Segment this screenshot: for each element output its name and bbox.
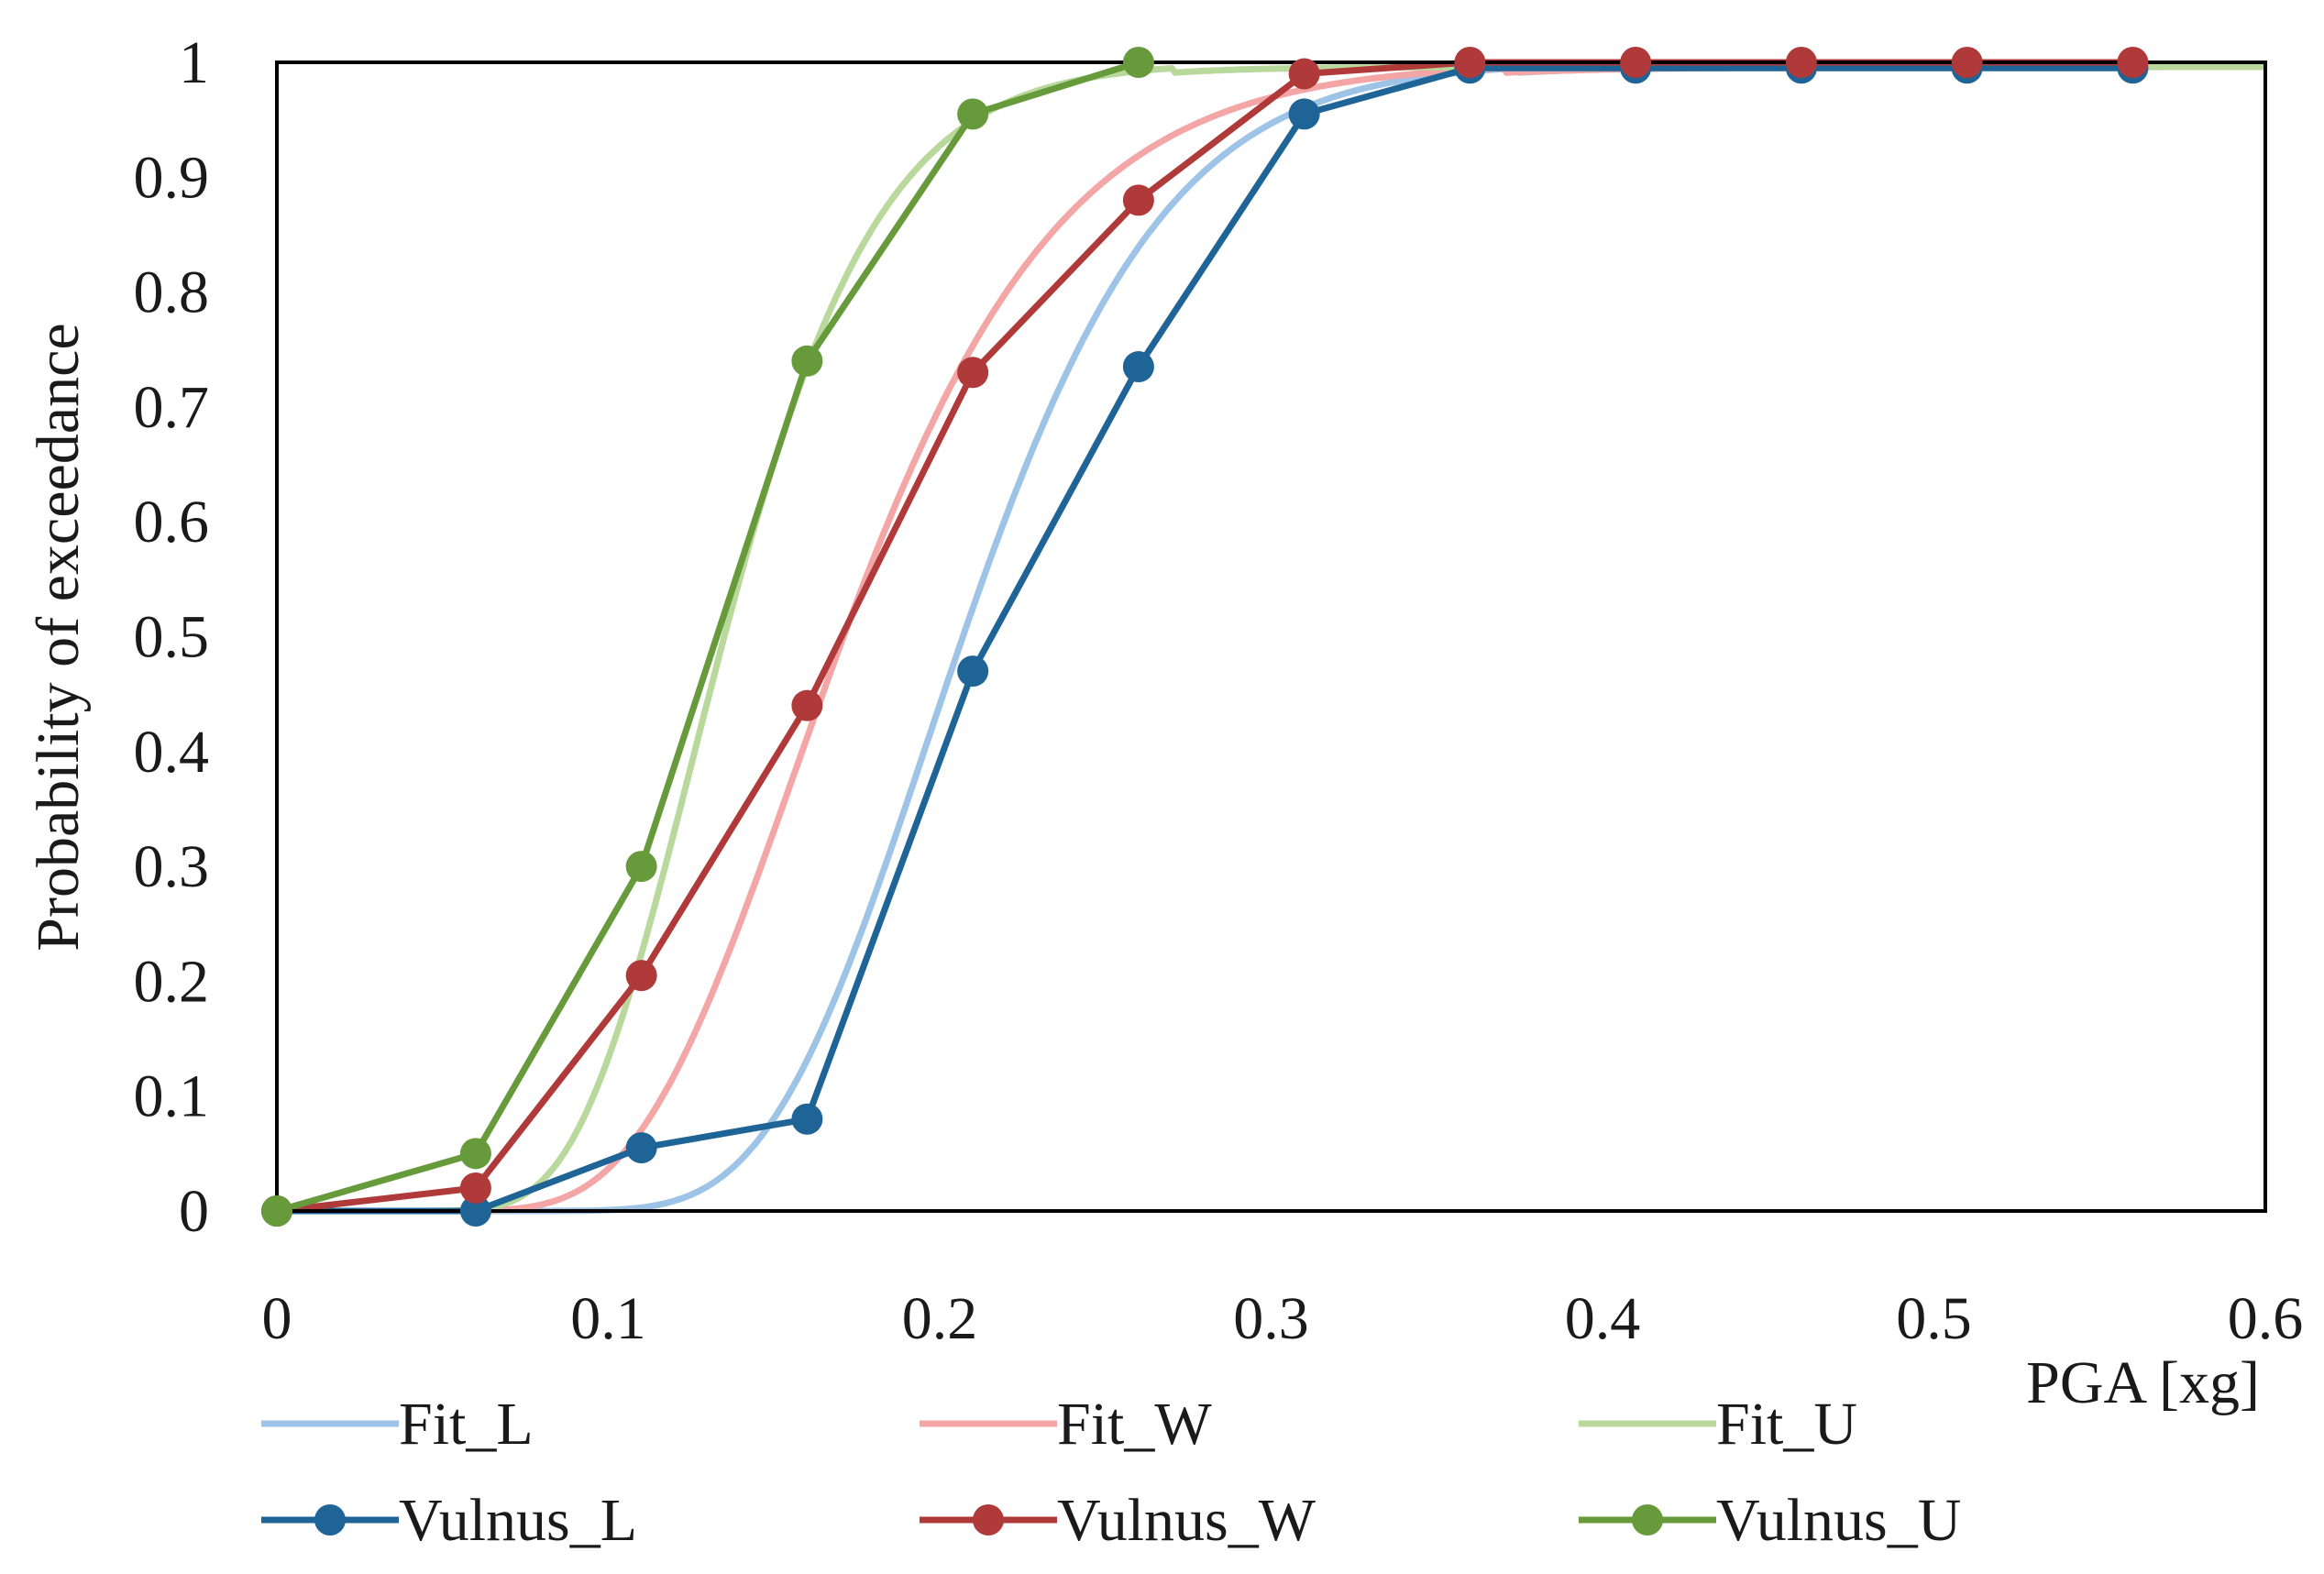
legend-label: Fit_U: [1716, 1391, 1857, 1458]
data-point-vulnus-u: [791, 345, 823, 377]
data-point-vulnus-w: [1454, 47, 1486, 78]
series-line-vulnus-u: [276, 59, 1140, 1215]
data-point-vulnus-w: [791, 689, 823, 721]
fit-line-fit-l: [277, 63, 2265, 1215]
x-tick-label: 0.1: [570, 1285, 646, 1352]
data-point-vulnus-l: [791, 1103, 823, 1135]
x-axis-label: PGA [xg]: [2026, 1349, 2260, 1416]
legend-item-fit-w: Fit_W: [920, 1391, 1212, 1458]
y-tick-label: 0.1: [134, 1063, 210, 1130]
data-point-vulnus-l: [957, 655, 989, 688]
y-tick-label: 0.7: [134, 374, 210, 441]
legend-label: Vulnus_U: [1716, 1487, 1961, 1554]
x-tick-label: 0.2: [902, 1285, 978, 1352]
data-point-vulnus-w: [459, 1172, 491, 1204]
data-point-vulnus-w: [625, 960, 657, 992]
vulnus-markers: [261, 47, 2149, 1227]
data-point-vulnus-u: [957, 98, 989, 130]
legend-item-vulnus-l: Vulnus_L: [261, 1487, 637, 1554]
legend-label: Fit_W: [1057, 1391, 1212, 1458]
x-axis-ticks: 0 0.1 0.2 0.3 0.4 0.5 0.6: [262, 1285, 2304, 1352]
legend-item-vulnus-u: Vulnus_U: [1579, 1487, 1961, 1554]
y-tick-label: 0.8: [134, 259, 210, 326]
y-axis-label: Probability of exceedance: [25, 323, 92, 951]
data-point-vulnus-l: [625, 1132, 657, 1164]
data-point-vulnus-w: [957, 357, 989, 389]
x-tick-label: 0.6: [2228, 1285, 2304, 1352]
data-point-vulnus-l: [1288, 98, 1320, 130]
legend-marker: [1632, 1504, 1663, 1535]
y-tick-label: 0.3: [134, 833, 210, 900]
legend-label: Vulnus_L: [399, 1487, 637, 1554]
legend-item-fit-l: Fit_L: [261, 1391, 534, 1458]
series-line-vulnus-w: [276, 59, 2133, 1215]
y-tick-label: 1: [179, 29, 209, 96]
y-tick-label: 0.2: [134, 948, 210, 1015]
legend: Fit_L Fit_W Fit_U Vulnus_L Vulnus_W Vulnus_U: [261, 1391, 1961, 1554]
vulnus-lines: [276, 59, 2133, 1215]
data-point-vulnus-l: [459, 1195, 491, 1227]
data-point-vulnus-w: [1951, 47, 1983, 78]
plot-area-frame: [275, 61, 2267, 1213]
legend-marker: [973, 1504, 1004, 1535]
x-tick-label: 0.5: [1896, 1285, 1972, 1352]
y-tick-label: 0.4: [134, 719, 210, 786]
x-tick-label: 0: [262, 1285, 292, 1352]
legend-item-vulnus-w: Vulnus_W: [920, 1487, 1316, 1554]
y-tick-label: 0.6: [134, 489, 210, 556]
legend-label: Fit_L: [399, 1391, 534, 1458]
x-tick-label: 0.4: [1565, 1285, 1641, 1352]
y-tick-label: 0.9: [134, 144, 210, 211]
legend-item-fit-u: Fit_U: [1579, 1391, 1857, 1458]
series-line-vulnus-l: [277, 64, 2133, 1215]
data-point-vulnus-w: [1288, 58, 1320, 90]
fit-line-fit-w: [277, 63, 2265, 1215]
data-point-vulnus-u: [625, 851, 657, 883]
y-tick-label: 0: [179, 1178, 209, 1245]
legend-marker: [314, 1504, 346, 1535]
fit-curves: [277, 63, 2265, 1215]
data-point-vulnus-u: [261, 1195, 292, 1227]
data-point-vulnus-w: [1122, 184, 1154, 216]
y-tick-label: 0.5: [134, 604, 210, 671]
data-point-vulnus-w: [1620, 47, 1652, 78]
data-point-vulnus-u: [1122, 47, 1154, 78]
legend-label: Vulnus_W: [1057, 1487, 1316, 1554]
y-axis-ticks: 0 0.1 0.2 0.3 0.4 0.5 0.6 0.7 0.8 0.9 1: [134, 29, 210, 1245]
data-point-vulnus-w: [1785, 47, 1817, 78]
x-tick-label: 0.3: [1233, 1285, 1309, 1352]
data-point-vulnus-l: [1122, 351, 1154, 383]
data-point-vulnus-u: [459, 1138, 491, 1170]
fit-line-fit-u: [277, 63, 2265, 1215]
data-point-vulnus-w: [2117, 47, 2149, 78]
